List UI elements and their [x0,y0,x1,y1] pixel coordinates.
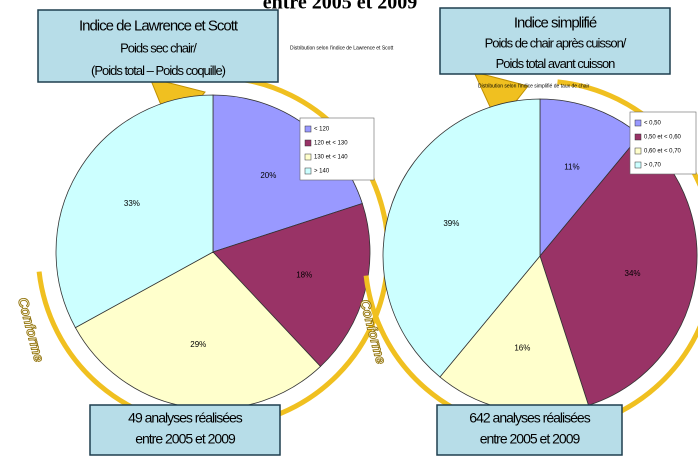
footer-line: entre 2005 et 2009 [480,431,581,447]
formula-line: Poids total avant cuisson [496,56,616,71]
legend-frame [299,117,375,181]
formula-box [37,9,279,83]
legend-label: 0,50 et < 0,60 [644,135,682,141]
slice-label: 34% [625,269,641,278]
legend-swatch [634,119,642,127]
legend-swatch [304,167,312,175]
formula-line: Poids sec chair/ [120,40,197,55]
chart-subtitle: Distribution selon l'indice de Lawrence … [290,45,394,51]
footer-line: 49 analyses réalisées [128,410,243,426]
slice-label: 20% [260,171,276,180]
legend-label: < 0,50 [644,121,662,127]
chart-subtitle: Distribution selon l'indice simplifié de… [478,83,590,89]
legend-label: < 120 [314,127,330,133]
formula-line: (Poids total – Poids coquille) [91,63,226,78]
legend-label: 130 et < 140 [314,155,348,161]
footer-box [89,404,281,456]
legend-label: > 0,70 [644,163,662,169]
formula-line: Poids de chair après cuisson/ [485,35,627,50]
slice-label: 18% [296,271,312,280]
legend-swatch [304,153,312,161]
footer-line: 642 analyses réalisées [469,410,590,426]
footer-line: entre 2005 et 2009 [135,431,236,447]
legend-swatch [304,139,312,147]
pie-slice [212,202,371,368]
legend-label: > 140 [314,169,330,175]
legend-label: 0,60 et < 0,70 [644,149,682,155]
pie-slice [382,98,541,378]
footer-box [436,404,623,456]
legend-swatch [634,133,642,141]
slice-label: 39% [443,219,459,228]
slice-label: 16% [514,344,530,353]
slice-label: 11% [564,162,579,171]
page-title: entre 2005 et 2009 [263,0,418,14]
slice-label: 33% [124,199,140,208]
formula-line: Indice simplifié [514,14,597,31]
pie-slice [55,94,214,329]
legend-label: 120 et < 130 [314,141,348,147]
slice-label: 29% [190,340,206,349]
formula-box [439,7,671,75]
legend-swatch [634,161,642,169]
legend-swatch [304,125,312,133]
legend-swatch [634,147,642,155]
formula-line: Indice de Lawrence et Scott [79,17,239,34]
stamp: Conforme [15,296,48,364]
